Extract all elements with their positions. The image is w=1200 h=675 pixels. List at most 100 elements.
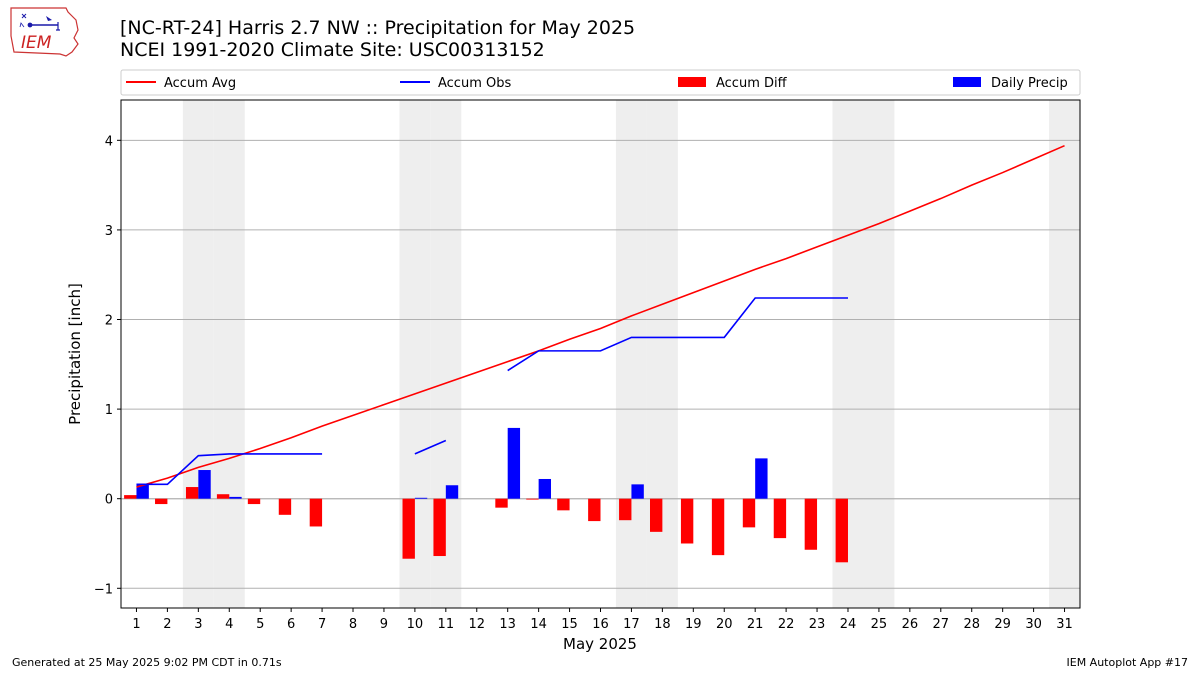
plot-frame — [120, 99, 1081, 609]
title-line-2: NCEI 1991-2020 Climate Site: USC00313152 — [120, 39, 545, 61]
x-tick-label-1: 1 — [132, 617, 140, 632]
lines — [136, 144, 1065, 488]
accum-diff-bar-16 — [588, 498, 601, 522]
daily-precip-bar-3 — [198, 470, 211, 499]
weekend-shade-3 — [182, 100, 214, 608]
x-tick-label-8: 8 — [349, 617, 357, 632]
accum-diff-bar-2 — [155, 498, 168, 505]
accum-diff-bar-22 — [773, 498, 787, 539]
x-tick-label-13: 13 — [499, 617, 516, 632]
accum-diff-bar-20 — [711, 498, 725, 556]
iem-logo: IEM — [10, 7, 79, 57]
x-tick-label-25: 25 — [871, 617, 888, 632]
accum-diff-bar-11 — [433, 498, 446, 557]
x-tick-label-31: 31 — [1056, 617, 1073, 632]
x-tick-label-19: 19 — [685, 617, 702, 632]
daily-precip-bar-10 — [414, 497, 428, 499]
generated-note: Generated at 25 May 2025 9:02 PM CDT in … — [12, 656, 282, 669]
y-axis-label: Precipitation [inch] — [66, 283, 84, 425]
legend: Accum Avg Accum Obs Accum Diff Daily Precip — [120, 69, 1081, 96]
x-axis-label: May 2025 — [563, 635, 637, 653]
accum-diff-bar-15 — [557, 498, 570, 511]
x-tick-label-9: 9 — [380, 617, 388, 632]
x-tick-label-26: 26 — [902, 617, 919, 632]
x-tick-label-29: 29 — [994, 617, 1011, 632]
legend-label-accum-obs: Accum Obs — [438, 76, 511, 91]
x-tick-label-30: 30 — [1025, 617, 1042, 632]
legend-box — [120, 69, 1081, 96]
legend-swatch-daily-precip — [953, 77, 981, 87]
y-tick-label-1: 1 — [105, 403, 113, 418]
x-tick-label-23: 23 — [809, 617, 826, 632]
accum-diff-bar-17 — [619, 498, 632, 521]
accum-diff-bar-3 — [185, 487, 199, 499]
y-tick-label-4: 4 — [105, 134, 113, 149]
accum-avg-line — [136, 144, 1065, 488]
legend-swatch-accum-diff — [678, 77, 706, 87]
x-tick-label-7: 7 — [318, 617, 326, 632]
x-tick-label-17: 17 — [623, 617, 640, 632]
x-axis-ticks: 1 2 3 4 5 6 7 8 9 10 11 12 13 14 15 16 17 18 19 20 21 22 23 24 2… — [132, 608, 1073, 632]
accum-diff-bar-10 — [402, 498, 415, 559]
legend-label-accum-avg: Accum Avg — [164, 76, 236, 91]
y-tick-label-3: 3 — [105, 224, 113, 239]
x-tick-label-3: 3 — [194, 617, 202, 632]
y-tick-label-0: 0 — [105, 493, 113, 508]
daily-precip-bar-4 — [229, 496, 242, 499]
x-tick-label-21: 21 — [747, 617, 764, 632]
chart-title: [NC-RT-24] Harris 2.7 NW :: Precipitatio… — [120, 17, 635, 61]
x-tick-label-15: 15 — [561, 617, 578, 632]
accum-diff-bar-19 — [680, 498, 694, 544]
weekend-shade-31 — [1049, 100, 1080, 608]
logo-text: IEM — [21, 33, 52, 53]
weekend-shade-4 — [213, 100, 245, 608]
accum-obs-line-1 — [136, 453, 323, 486]
accum-diff-bar-1 — [124, 495, 137, 499]
x-tick-label-16: 16 — [592, 617, 609, 632]
weekend-shading — [182, 100, 1080, 608]
accum-diff-bar-23 — [804, 498, 818, 550]
accum-diff-bar-5 — [247, 498, 261, 505]
daily-precip-bar-21 — [755, 458, 768, 499]
x-tick-label-22: 22 — [778, 617, 795, 632]
accum-obs-line-2 — [414, 439, 447, 455]
daily-precip-bar-13 — [507, 427, 521, 499]
legend-label-accum-diff: Accum Diff — [716, 76, 788, 91]
x-tick-label-28: 28 — [963, 617, 980, 632]
accum-diff-bar-18 — [649, 498, 663, 532]
x-tick-label-2: 2 — [163, 617, 171, 632]
weekend-shade-17 — [615, 100, 647, 608]
accum-diff-bar-6 — [278, 498, 292, 515]
legend-label-daily-precip: Daily Precip — [991, 76, 1068, 91]
accum-diff-bar-14 — [526, 498, 539, 500]
x-tick-label-18: 18 — [654, 617, 671, 632]
x-tick-label-27: 27 — [933, 617, 950, 632]
x-tick-label-6: 6 — [287, 617, 295, 632]
y-axis-ticks: −1 0 1 2 3 4 — [94, 134, 121, 597]
y-tick-label--1: −1 — [94, 582, 113, 597]
accum-diff-bar-4 — [216, 494, 230, 499]
accum-diff-bar-21 — [742, 498, 756, 528]
x-tick-label-4: 4 — [225, 617, 233, 632]
x-tick-label-12: 12 — [468, 617, 485, 632]
daily-precip-bar-14 — [538, 478, 552, 499]
x-tick-label-5: 5 — [256, 617, 264, 632]
x-tick-label-11: 11 — [438, 617, 455, 632]
title-line-1: [NC-RT-24] Harris 2.7 NW :: Precipitatio… — [120, 17, 636, 39]
daily-precip-bar-11 — [445, 485, 459, 499]
x-tick-label-24: 24 — [840, 617, 857, 632]
grid-lines — [121, 139, 1080, 589]
x-tick-label-14: 14 — [530, 617, 547, 632]
bars — [124, 427, 848, 563]
accum-obs-line-3 — [507, 297, 848, 372]
accum-diff-bar-24 — [835, 498, 848, 563]
accum-diff-bar-13 — [495, 498, 508, 508]
x-tick-label-20: 20 — [716, 617, 733, 632]
daily-precip-bar-1 — [136, 484, 149, 499]
app-note: IEM Autoplot App #17 — [1066, 656, 1189, 669]
y-tick-label-2: 2 — [105, 314, 113, 329]
daily-precip-bar-17 — [631, 484, 644, 499]
x-tick-label-10: 10 — [407, 617, 424, 632]
weekend-shade-25 — [863, 100, 895, 608]
